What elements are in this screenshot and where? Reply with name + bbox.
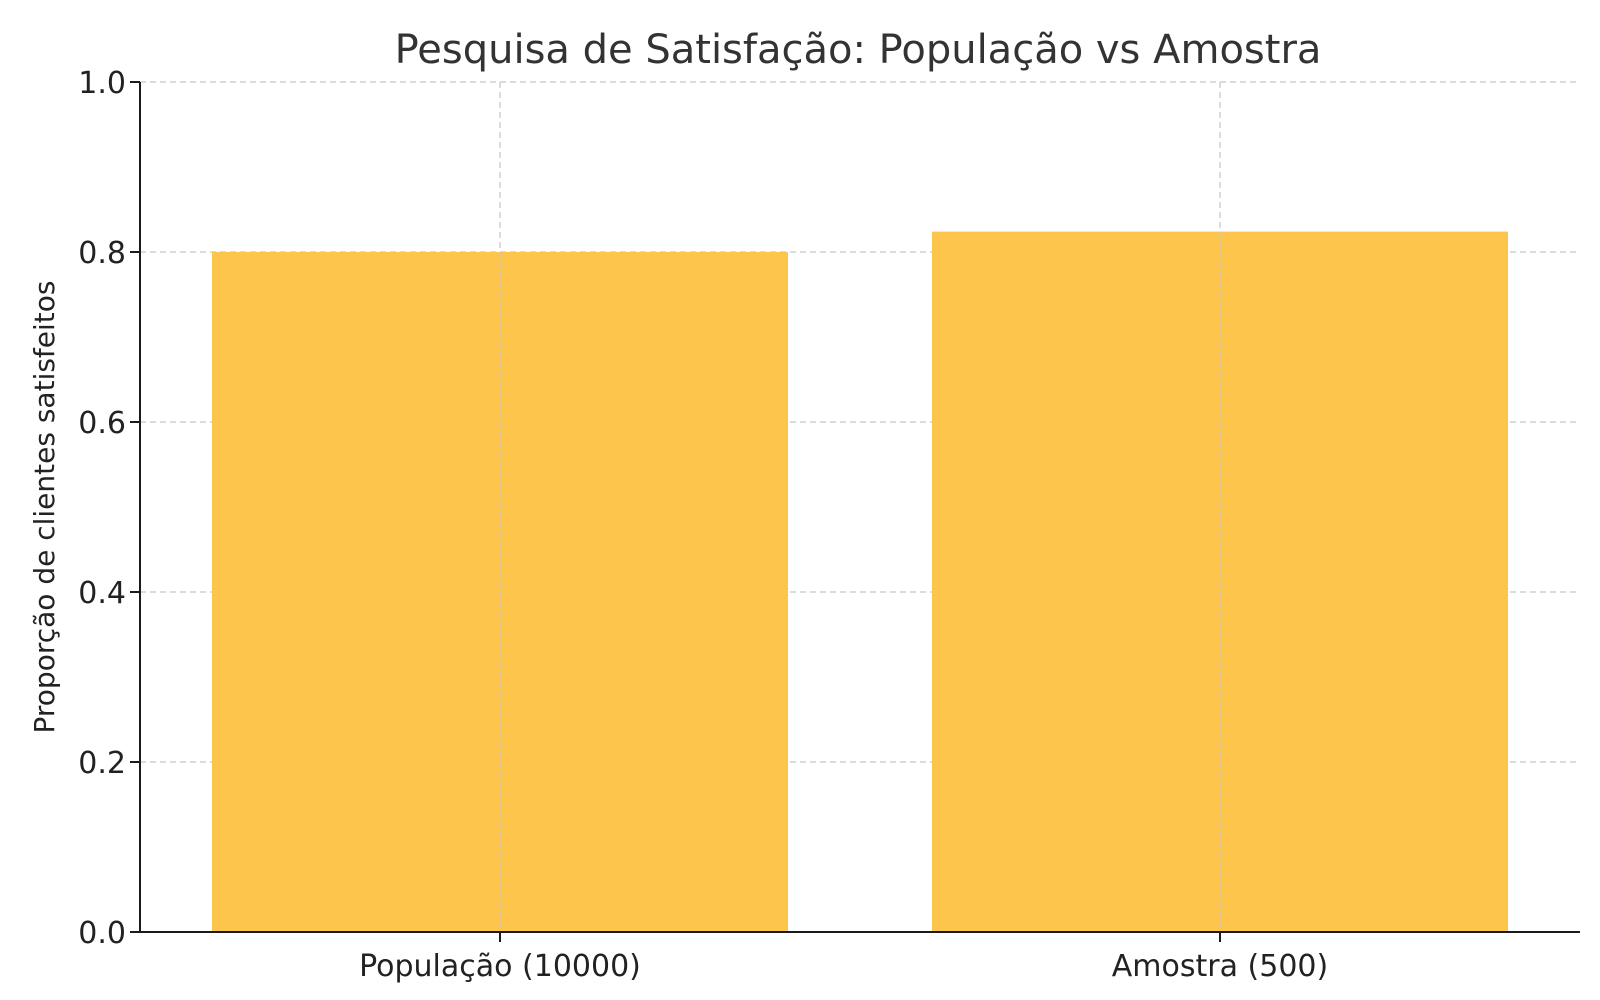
y-ticks: 0.0 0.2 0.4 0.6 0.8 1.0 (78, 66, 140, 951)
x-ticks: População (10000) Amostra (500) (359, 932, 1328, 984)
y-tick-label: 1.0 (78, 66, 126, 101)
x-tick-label: Amostra (500) (1112, 949, 1328, 984)
vertical-grid-lines (499, 82, 1221, 932)
bars (212, 231, 1508, 933)
y-tick-label: 0.8 (78, 236, 126, 271)
chart-title: Pesquisa de Satisfação: População vs Amo… (395, 27, 1322, 73)
x-tick-label: População (10000) (359, 949, 641, 984)
y-tick-label: 0.4 (78, 576, 126, 611)
y-axis-label: Proporção de clientes satisfeitos (28, 281, 61, 734)
axes (139, 82, 1580, 933)
y-tick-label: 0.6 (78, 406, 126, 441)
y-tick-label: 0.2 (78, 746, 126, 781)
y-tick-label: 0.0 (78, 916, 126, 951)
